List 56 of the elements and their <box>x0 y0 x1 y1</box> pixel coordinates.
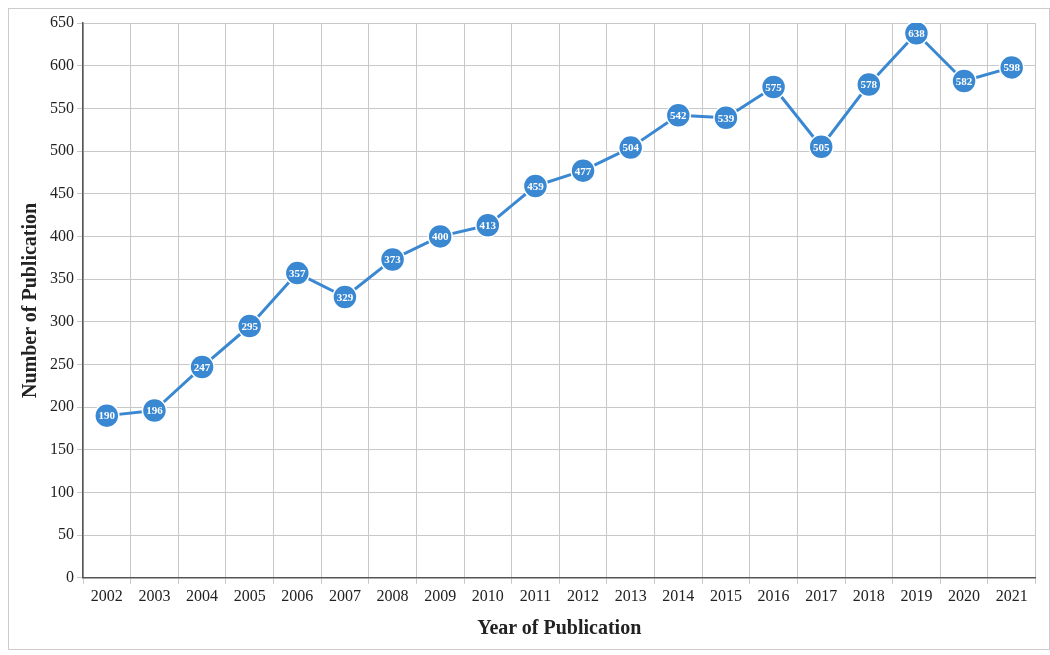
x-tick-label: 2018 <box>852 586 885 604</box>
x-tick-label: 2010 <box>471 586 504 604</box>
data-label: 190 <box>98 409 116 422</box>
x-tick-label: 2017 <box>805 586 838 604</box>
y-tick-label: 600 <box>50 55 74 73</box>
y-tick-label: 250 <box>50 354 74 372</box>
x-tick-label: 2014 <box>662 586 695 604</box>
y-tick-label: 350 <box>50 269 74 287</box>
y-tick-label: 450 <box>50 183 74 201</box>
data-label: 295 <box>241 319 259 332</box>
data-label: 539 <box>717 111 735 124</box>
x-tick-label: 2020 <box>948 586 981 604</box>
x-axis-title: Year of Publication <box>477 616 642 639</box>
data-label: 400 <box>431 230 449 243</box>
x-tick-label: 2007 <box>328 586 361 604</box>
x-tick-label: 2019 <box>900 586 933 604</box>
x-tick-label: 2002 <box>90 586 123 604</box>
data-label: 373 <box>384 253 402 266</box>
data-label: 413 <box>479 219 497 232</box>
y-tick-label: 650 <box>50 13 74 31</box>
y-tick-label: 500 <box>50 141 74 159</box>
x-tick-label: 2006 <box>281 586 314 604</box>
data-label: 357 <box>289 266 307 279</box>
data-label: 582 <box>955 74 973 87</box>
y-tick-label: 50 <box>58 525 74 543</box>
x-tick-label: 2021 <box>995 586 1028 604</box>
x-tick-label: 2008 <box>376 586 409 604</box>
data-label: 542 <box>670 109 688 122</box>
data-label: 459 <box>527 179 545 192</box>
x-tick-label: 2003 <box>138 586 171 604</box>
data-label: 575 <box>765 80 783 93</box>
y-tick-label: 0 <box>66 568 74 585</box>
data-label: 505 <box>812 140 830 153</box>
data-label: 578 <box>860 78 878 91</box>
y-tick-label: 300 <box>50 311 74 329</box>
data-label: 638 <box>908 27 926 40</box>
y-tick-label: 400 <box>50 226 74 244</box>
data-label: 247 <box>193 360 211 373</box>
y-axis-title: Number of Publication <box>18 202 41 398</box>
x-tick-label: 2012 <box>567 586 600 604</box>
x-tick-label: 2005 <box>233 586 266 604</box>
data-label: 196 <box>146 404 164 417</box>
y-tick-label: 550 <box>50 98 74 116</box>
y-tick-label: 150 <box>50 439 74 457</box>
data-label: 329 <box>336 290 354 303</box>
data-label: 504 <box>622 141 640 154</box>
x-tick-label: 2011 <box>519 586 552 604</box>
data-label: 477 <box>574 164 592 177</box>
x-tick-label: 2009 <box>424 586 457 604</box>
y-tick-label: 200 <box>50 397 74 415</box>
x-tick-label: 2015 <box>709 586 742 604</box>
data-label: 598 <box>1003 61 1021 74</box>
x-tick-label: 2004 <box>186 586 219 604</box>
y-tick-label: 100 <box>50 482 74 500</box>
x-tick-label: 2013 <box>614 586 647 604</box>
x-tick-label: 2016 <box>757 586 790 604</box>
